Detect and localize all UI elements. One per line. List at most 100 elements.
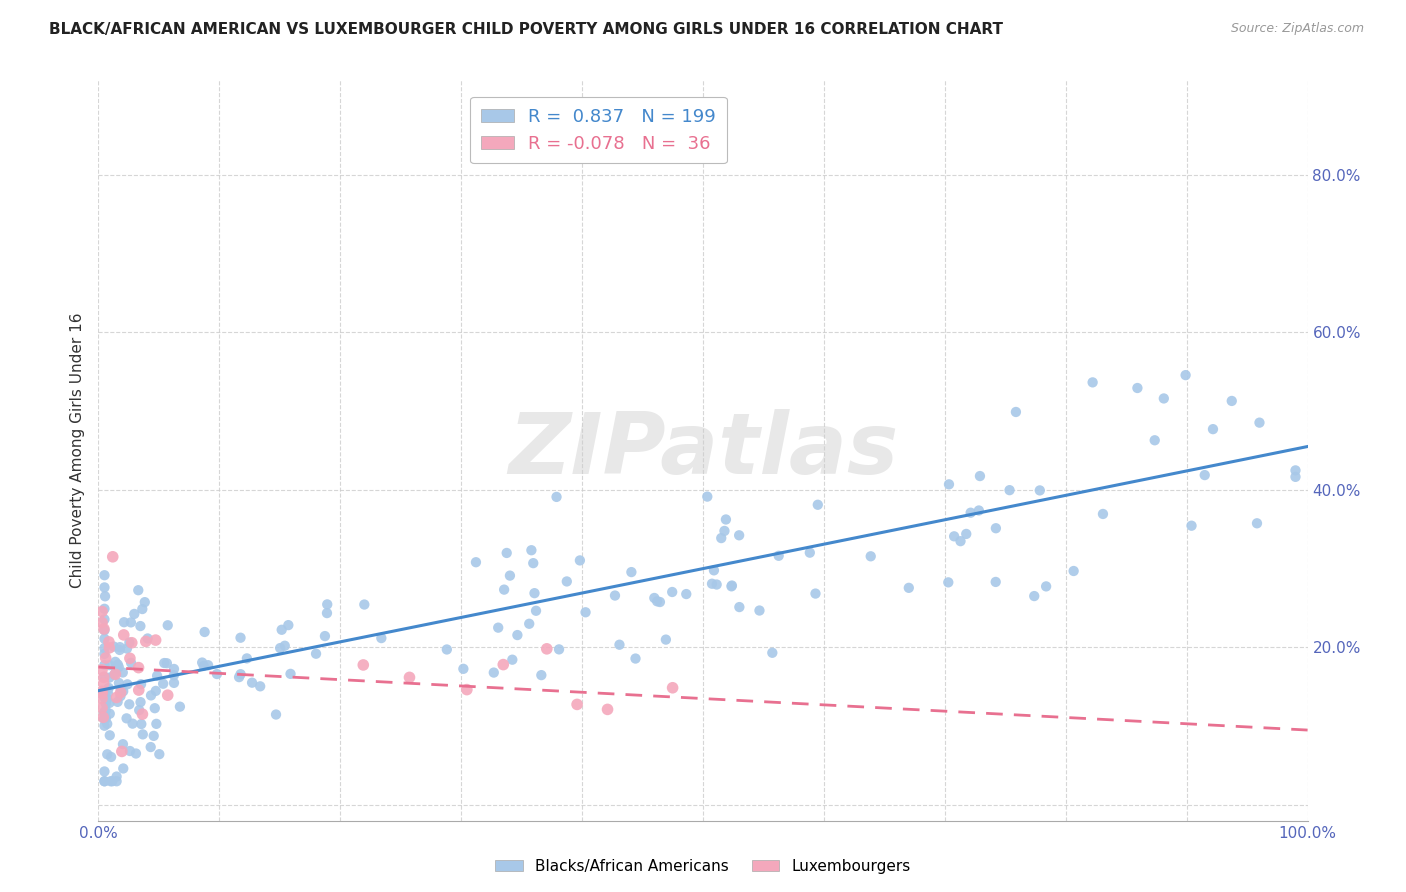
Point [156,657,179,671]
Point [93,706,115,720]
Point [98,728,121,742]
Legend: R =  0.837   N = 199, R = -0.078   N =  36: R = 0.837 N = 199, R = -0.078 N = 36 [470,96,727,163]
Point [93,719,115,733]
Point [112,762,135,776]
Point [1202,422,1225,436]
Point [128,660,150,674]
Point [93,647,115,661]
Point [596,702,619,716]
Point [129,619,152,633]
Point [98,671,121,685]
Point [1091,507,1114,521]
Point [152,677,174,691]
Point [97,686,120,700]
Point [274,639,297,653]
Point [94,651,117,665]
Point [121,716,143,731]
Point [94,697,117,711]
Point [703,563,725,577]
Point [494,582,516,597]
Point [129,695,152,709]
Point [124,607,146,621]
Point [139,689,162,703]
Point [799,546,821,560]
Point [984,574,1007,589]
Point [131,717,153,731]
Point [96,747,118,762]
Point [643,591,665,605]
Point [546,490,568,504]
Point [139,740,162,755]
Point [96,691,118,706]
Point [91,684,114,698]
Point [969,469,991,483]
Point [112,628,135,642]
Point [370,631,392,645]
Point [574,605,596,619]
Point [456,682,478,697]
Point [807,498,830,512]
Point [728,600,751,615]
Point [91,701,114,715]
Point [143,701,166,715]
Point [127,583,149,598]
Point [194,625,217,640]
Point [104,655,127,669]
Point [93,624,115,638]
Point [93,568,115,582]
Point [1220,393,1243,408]
Point [115,711,138,725]
Point [134,595,156,609]
Point [984,521,1007,535]
Point [316,606,339,620]
Point [94,589,117,603]
Text: Source: ZipAtlas.com: Source: ZipAtlas.com [1230,22,1364,36]
Point [748,603,770,617]
Point [98,658,121,673]
Point [1024,589,1046,603]
Point [530,668,553,682]
Point [101,774,124,789]
Point [110,689,132,703]
Point [398,670,420,684]
Point [93,774,115,789]
Point [93,581,115,595]
Point [93,712,115,726]
Point [118,744,141,758]
Point [97,681,120,695]
Point [98,706,121,721]
Point [436,642,458,657]
Point [104,667,127,681]
Point [136,632,159,646]
Point [100,750,122,764]
Point [655,632,678,647]
Point [108,640,131,654]
Point [163,668,186,682]
Point [93,622,115,636]
Point [93,684,115,698]
Point [100,774,122,789]
Point [111,665,134,680]
Point [120,656,142,670]
Point [536,641,558,656]
Point [675,587,697,601]
Point [236,651,259,665]
Point [153,656,176,670]
Point [761,646,783,660]
Point [897,581,920,595]
Point [197,658,219,673]
Point [277,618,299,632]
Point [620,565,643,579]
Point [506,628,529,642]
Point [163,662,186,676]
Point [129,677,152,691]
Point [112,615,135,630]
Point [936,575,959,590]
Point [501,653,523,667]
Point [249,679,271,693]
Point [603,589,626,603]
Point [465,555,488,569]
Point [111,744,134,758]
Point [108,643,131,657]
Point [700,576,723,591]
